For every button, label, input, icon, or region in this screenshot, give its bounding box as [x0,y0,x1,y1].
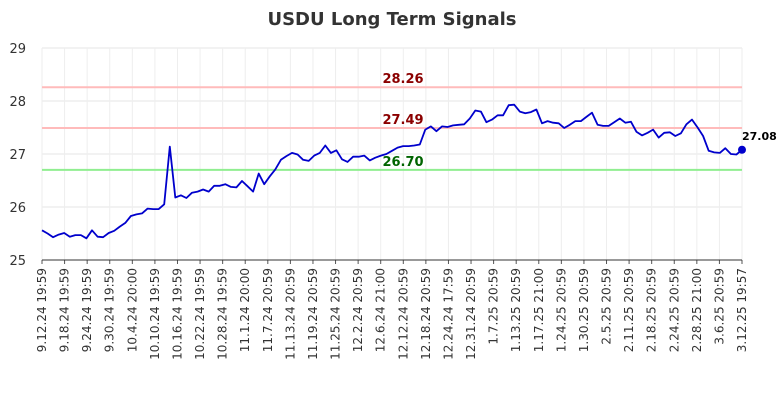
y-tick-label: 26 [9,201,26,216]
x-tick-label: 1.30.25 20:59 [577,268,591,352]
last-value-label: 27.08 [742,130,777,143]
x-tick-label: 11.19.24 20:59 [306,268,320,360]
x-tick-label: 3.12.25 19:57 [735,268,749,352]
x-tick-label: 2.5.25 20:59 [600,268,614,345]
x-tick-label: 12.12.24 20:59 [396,268,410,360]
series-group: 27.08 [41,103,777,240]
chart-title: USDU Long Term Signals [267,9,516,30]
x-tick-label: 2.18.25 20:59 [645,268,659,352]
x-tick-label: 12.24.24 17:59 [441,268,455,360]
x-tick-label: 9.18.24 19:59 [58,268,72,352]
x-tick-label: 2.11.25 20:59 [622,268,636,352]
x-tick-label: 2.24.25 20:59 [667,268,681,352]
x-tick-label: 10.22.24 19:59 [193,268,207,360]
x-tick-label: 1.17.25 21:00 [532,268,546,352]
x-tick-label: 9.30.24 19:59 [103,268,117,352]
x-tick-label: 11.13.24 20:59 [283,268,297,360]
reference-line-label: 27.49 [382,113,423,128]
x-tick-label: 3.6.25 20:59 [712,268,726,345]
x-tick-label: 11.25.24 20:59 [329,268,343,360]
grid [41,47,743,261]
x-tick-label: 2.28.25 21:00 [690,268,704,352]
y-axis: 25 26 27 28 29 [9,42,26,269]
x-tick-label: 1.13.25 20:59 [509,268,523,352]
x-tick-label: 10.28.24 19:59 [216,268,230,360]
y-tick-label: 27 [9,148,26,163]
x-tick-label: 1.24.25 20:59 [554,268,568,352]
x-tick-label: 12.18.24 20:59 [419,268,433,360]
x-axis: 9.12.24 19:59 9.18.24 19:59 9.24.24 19:59 9… [35,259,749,360]
x-tick-label: 12.31.24 20:59 [464,268,478,360]
last-value-point [738,145,746,154]
series-line [41,103,743,240]
y-tick-label: 29 [9,42,26,57]
x-tick-label: 9.24.24 19:59 [80,268,94,352]
reference-line-label: 28.26 [382,72,423,87]
reference-line-label: 26.70 [382,155,423,170]
y-tick-label: 28 [9,95,26,110]
x-tick-label: 10.10.24 19:59 [148,268,162,360]
x-tick-label: 1.7.25 20:59 [487,268,501,345]
y-tick-label: 25 [9,254,26,269]
reference-lines: 28.26 27.49 26.70 [42,72,742,171]
x-tick-label: 10.16.24 19:59 [170,268,184,360]
x-tick-label: 11.7.24 20:59 [261,268,275,352]
x-tick-label: 9.12.24 19:59 [35,268,49,352]
x-tick-label: 11.1.24 20:00 [238,268,252,352]
x-tick-label: 12.2.24 20:59 [351,268,365,352]
x-tick-label: 12.6.24 21:00 [374,268,388,352]
x-tick-label: 10.4.24 20:00 [125,268,139,352]
